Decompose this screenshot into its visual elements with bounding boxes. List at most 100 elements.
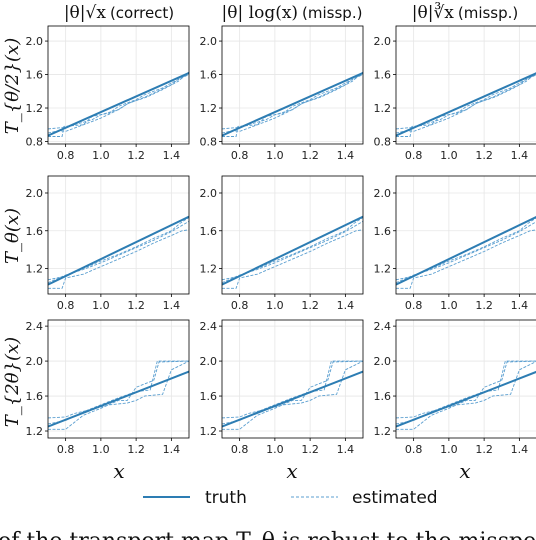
x-tick-label: 1.4 [511, 299, 529, 312]
y-tick-label: 2.0 [200, 187, 218, 200]
x-tick-label: 1.4 [337, 443, 355, 456]
y-tick-label: 1.6 [26, 390, 44, 403]
x-tick-label: 0.8 [405, 443, 423, 456]
y-tick-label: 2.0 [26, 35, 44, 48]
panel-r3-c3: 0.8 1.0 1.2 1.4 1.2 1.6 2.0 2.4 [374, 319, 536, 456]
x-tick-label: 1.4 [511, 443, 529, 456]
truth-line [48, 370, 189, 428]
y-tick-label: 2.0 [200, 35, 218, 48]
y-tick-label: 2.4 [26, 320, 44, 333]
x-tick-label: 1.0 [92, 299, 110, 312]
y-tick-label: 1.6 [374, 225, 392, 238]
truth-line [396, 370, 536, 428]
x-tick-label: 1.4 [337, 299, 355, 312]
x-tick-label: 0.8 [231, 149, 249, 162]
x-tick-label: 1.0 [92, 443, 110, 456]
x-tick-label: 1.2 [301, 149, 319, 162]
x-tick-label: 1.0 [92, 149, 110, 162]
x-tick-label: 1.4 [511, 149, 529, 162]
panel-frame [47, 25, 190, 145]
legend-truth-label: truth [205, 488, 247, 508]
x-axis-label-2: x [286, 459, 297, 483]
y-tick-label: 1.2 [200, 263, 218, 276]
truth-line [48, 215, 189, 286]
x-tick-label: 1.2 [127, 299, 145, 312]
y-tick-label: 1.6 [200, 390, 218, 403]
y-tick-label: 1.2 [200, 102, 218, 115]
x-tick-label: 1.0 [266, 149, 284, 162]
estimated-line-3 [222, 71, 363, 134]
truth-line [222, 215, 363, 286]
truth-line [48, 71, 189, 137]
estimated-line-1 [222, 229, 363, 289]
x-tick-label: 0.8 [405, 299, 423, 312]
truth-line [222, 370, 363, 428]
row-label-2: T_θ(x) [2, 208, 23, 264]
x-tick-label: 1.0 [266, 299, 284, 312]
y-tick-label: 2.0 [26, 187, 44, 200]
x-tick-label: 1.2 [475, 299, 493, 312]
x-tick-label: 1.4 [337, 149, 355, 162]
x-tick-label: 0.8 [405, 149, 423, 162]
x-tick-label: 0.8 [57, 443, 75, 456]
x-tick-label: 0.8 [231, 299, 249, 312]
panel-r1-c2: 0.8 1.0 1.2 1.4 0.8 1.2 1.6 2.0 [200, 25, 364, 162]
panel-frame [47, 319, 190, 439]
estimated-line-1 [396, 229, 536, 289]
y-tick-label: 2.4 [200, 320, 218, 333]
x-tick-label: 1.2 [475, 149, 493, 162]
x-tick-label: 1.2 [475, 443, 493, 456]
estimated-line-2 [48, 360, 189, 430]
panel-frame [395, 25, 536, 145]
estimated-line-3 [222, 360, 363, 419]
x-tick-label: 1.2 [127, 443, 145, 456]
truth-line [396, 215, 536, 286]
panel-frame [221, 175, 364, 295]
y-tick-label: 1.2 [26, 263, 44, 276]
y-tick-label: 1.6 [374, 390, 392, 403]
x-tick-label: 1.4 [163, 443, 181, 456]
x-tick-label: 1.0 [440, 299, 458, 312]
y-tick-label: 2.4 [374, 320, 392, 333]
x-tick-label: 1.2 [301, 443, 319, 456]
y-tick-label: 1.6 [374, 69, 392, 82]
y-tick-label: 1.6 [200, 225, 218, 238]
estimated-line-1 [48, 360, 189, 425]
estimated-line-3 [48, 360, 189, 419]
panel-r1-c3: 0.8 1.0 1.2 1.4 0.8 1.2 1.6 2.0 [374, 25, 536, 162]
panels-group: 0.8 1.0 1.2 1.4 0.8 1.2 1.6 2.0 0.8 1.0 1.2 1.4 0.8 1… [26, 25, 536, 456]
panel-frame [395, 319, 536, 439]
estimated-line-2 [396, 360, 536, 430]
truth-line [396, 72, 536, 137]
row-label-1: T_{θ/2}(x) [2, 38, 23, 134]
panel-frame [395, 175, 536, 295]
y-tick-label: 1.2 [374, 102, 392, 115]
panel-frame [221, 25, 364, 145]
estimated-line-3 [396, 361, 536, 419]
y-tick-label: 1.2 [374, 263, 392, 276]
panel-frame [221, 319, 364, 439]
y-tick-label: 1.6 [200, 69, 218, 82]
estimated-line-1 [48, 229, 189, 289]
estimated-line-3 [48, 71, 189, 134]
panel-frame [47, 175, 190, 295]
x-tick-label: 1.0 [266, 443, 284, 456]
panel-r2-c2: 0.8 1.0 1.2 1.4 1.2 1.6 2.0 [200, 175, 364, 312]
y-tick-label: 0.8 [200, 135, 218, 148]
x-axis-label-1: x [113, 459, 124, 483]
estimated-line-3 [396, 72, 536, 134]
y-tick-label: 1.2 [26, 102, 44, 115]
y-tick-label: 1.2 [26, 425, 44, 438]
y-tick-label: 2.0 [374, 35, 392, 48]
column-title-1: |θ|√x (correct) [64, 3, 174, 23]
caption-fragment: of the transport map T_θ is robust to th… [0, 529, 536, 540]
y-tick-label: 2.0 [200, 355, 218, 368]
x-tick-label: 1.0 [440, 149, 458, 162]
x-tick-label: 1.2 [127, 149, 145, 162]
y-tick-label: 1.6 [26, 69, 44, 82]
x-axis-label-3: x [459, 459, 470, 483]
legend: truth estimated [143, 488, 438, 508]
y-tick-label: 1.2 [374, 425, 392, 438]
x-tick-label: 0.8 [57, 299, 75, 312]
